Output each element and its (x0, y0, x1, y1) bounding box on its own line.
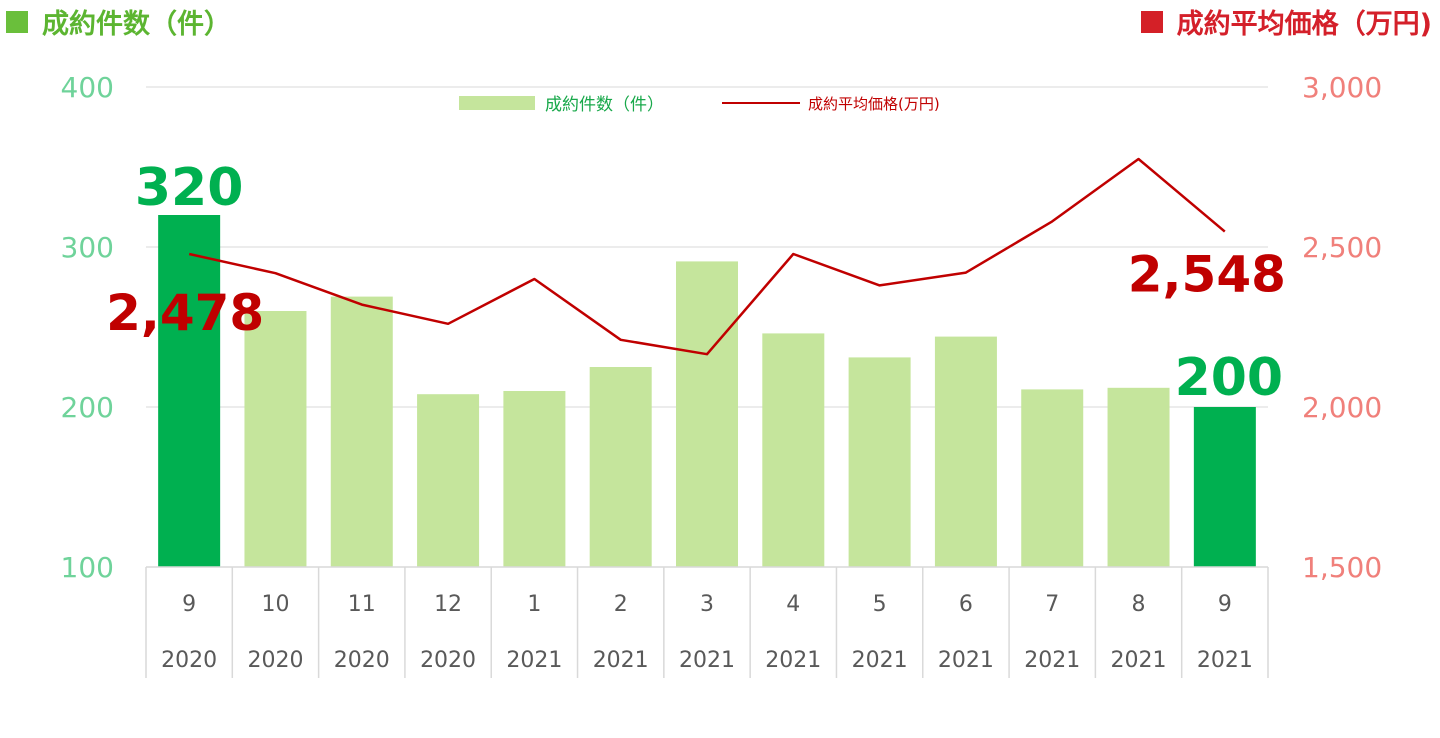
month-tick-label: 2 (614, 592, 628, 617)
bar (330, 296, 393, 567)
month-tick-label: 7 (1045, 592, 1059, 617)
last-bar-value-label: 200 (1175, 348, 1284, 408)
year-tick-label: 2021 (938, 648, 994, 673)
left-tick-label: 400 (61, 71, 114, 104)
bar (589, 367, 652, 567)
right-y-axis: 1,500 2,000 2,500 3,000 (1302, 71, 1382, 584)
year-tick-label: 2020 (247, 648, 303, 673)
year-tick-label: 2020 (334, 648, 390, 673)
price-line (188, 157, 1226, 356)
year-tick-label: 2021 (765, 648, 821, 673)
month-tick-label: 5 (873, 592, 887, 617)
first-bar-value-label: 320 (135, 158, 244, 218)
category-axis: 9 2020 10 2020 11 2020 12 2020 1 2021 2 2021 3 2021 4 2… (145, 566, 1269, 678)
bar (1193, 407, 1256, 567)
bar (158, 215, 221, 567)
month-tick-label: 9 (1218, 592, 1232, 617)
month-tick-label: 1 (527, 592, 541, 617)
left-axis-title: 成約件数（件） (6, 2, 231, 41)
bar (676, 261, 738, 567)
year-tick-label: 2020 (420, 648, 476, 673)
green-square-icon (6, 10, 28, 33)
right-axis-title-text: 成約平均価格（万円) (1176, 9, 1432, 40)
month-tick-label: 4 (786, 592, 800, 617)
right-tick-label: 2,000 (1302, 391, 1382, 424)
legend-line-label: 成約平均価格(万円) (808, 95, 940, 113)
year-tick-label: 2021 (679, 648, 735, 673)
data-labels: 320 200 2,478 2,548 (106, 158, 1286, 408)
month-tick-label: 12 (434, 592, 462, 617)
right-axis-title: 成約平均価格（万円) (1140, 2, 1432, 41)
left-y-axis: 100 200 300 400 (61, 71, 114, 584)
legend-bar-label: 成約件数（件） (545, 95, 664, 115)
year-tick-label: 2021 (1197, 648, 1253, 673)
bar (503, 391, 566, 567)
year-tick-label: 2021 (1024, 648, 1080, 673)
legend-bar-swatch (459, 96, 535, 110)
year-tick-label: 2020 (161, 648, 217, 673)
right-tick-label: 3,000 (1302, 71, 1382, 104)
month-tick-label: 6 (959, 592, 973, 617)
year-tick-label: 2021 (852, 648, 908, 673)
month-tick-label: 8 (1132, 592, 1146, 617)
bar (762, 333, 825, 567)
month-tick-label: 3 (700, 592, 714, 617)
year-tick-label: 2021 (593, 648, 649, 673)
bar (1107, 387, 1170, 567)
bar (1021, 389, 1084, 567)
bar (934, 336, 997, 567)
left-tick-label: 100 (61, 551, 114, 584)
month-tick-label: 9 (182, 592, 196, 617)
left-tick-label: 300 (61, 231, 114, 264)
last-line-value-label: 2,548 (1128, 246, 1286, 304)
right-tick-label: 1,500 (1302, 551, 1382, 584)
line-series (188, 157, 1226, 356)
month-tick-label: 10 (261, 592, 289, 617)
bar-series (158, 215, 1256, 567)
bar (244, 311, 307, 567)
month-tick-label: 11 (348, 592, 376, 617)
year-tick-label: 2021 (1111, 648, 1167, 673)
year-tick-label: 2021 (506, 648, 562, 673)
left-tick-label: 200 (61, 391, 114, 424)
legend: 成約件数（件） 成約平均価格(万円) (459, 95, 940, 115)
red-square-icon (1140, 10, 1163, 33)
right-tick-label: 2,500 (1302, 231, 1382, 264)
bar (417, 394, 480, 567)
first-line-value-label: 2,478 (106, 284, 264, 342)
bar (848, 357, 911, 567)
left-axis-title-text: 成約件数（件） (42, 9, 231, 40)
